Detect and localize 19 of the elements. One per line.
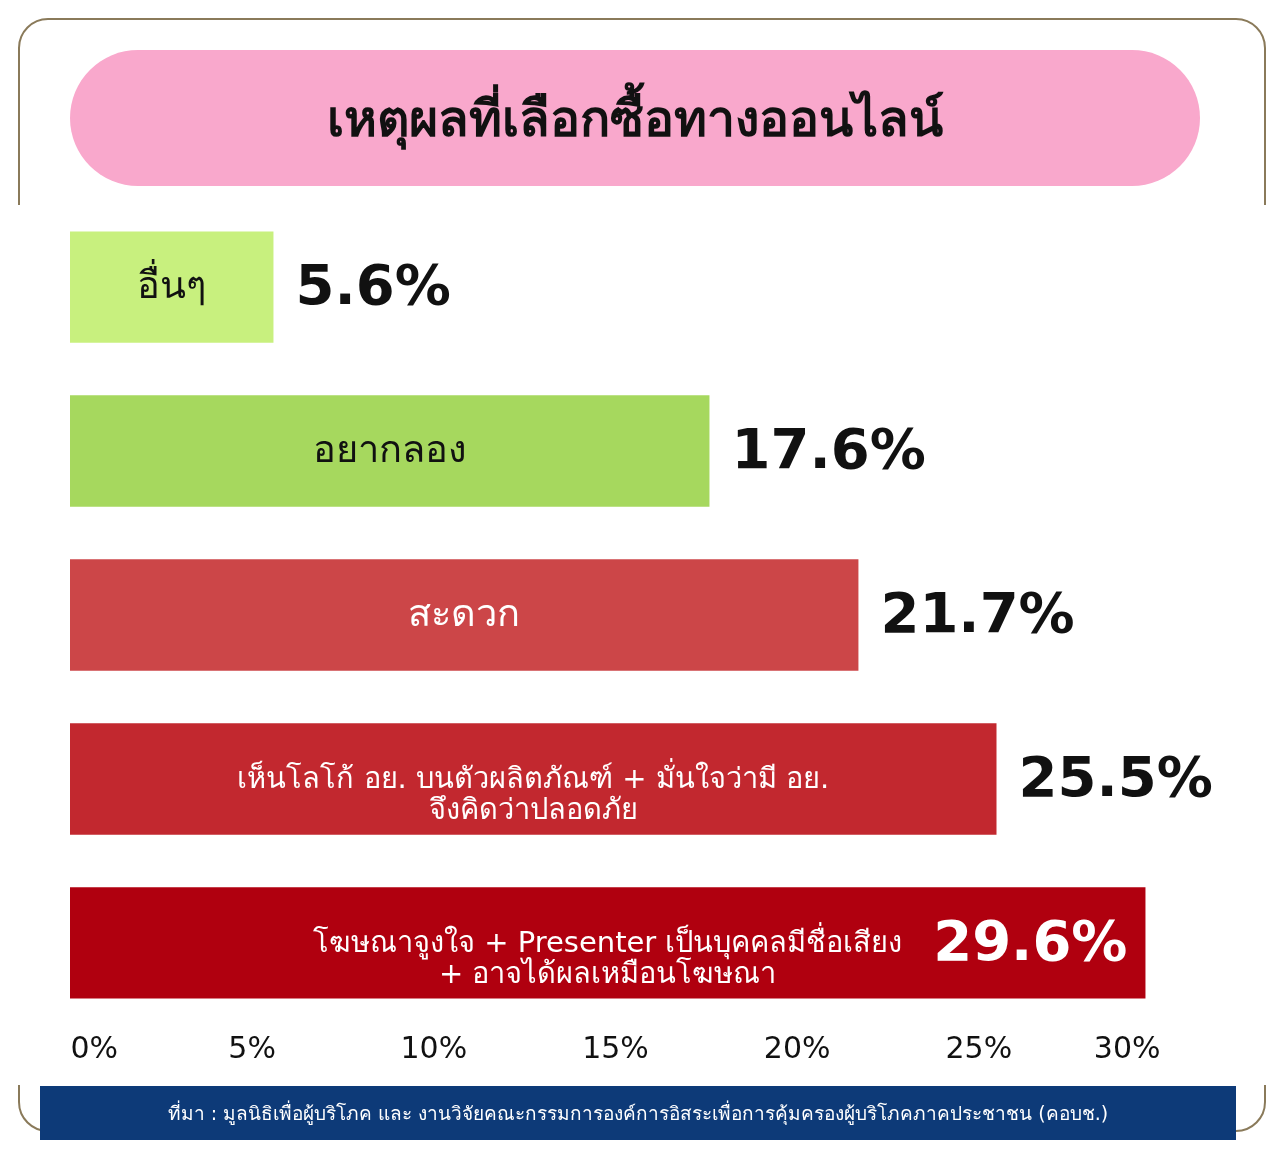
data-label: 21.7% <box>880 580 1075 645</box>
x-tick-label: 5% <box>228 1029 276 1065</box>
data-label: 17.6% <box>731 416 926 482</box>
y-tick-label: อยากลอง <box>312 427 467 472</box>
x-tick-label: 25% <box>945 1029 1013 1065</box>
x-tick-label: 30% <box>1093 1029 1161 1065</box>
x-tick-label: 15% <box>582 1029 649 1065</box>
chart-title: เหตุผลที่เลือกซื้อทางออนไลน์ <box>70 50 1200 186</box>
data-label: 25.5% <box>1018 743 1213 809</box>
x-tick-label: 10% <box>400 1029 468 1065</box>
y-tick-label: สะดวก <box>408 591 521 635</box>
y-tick-label: เห็นโลโก้ อย. บนตัวผลิตภัณฑ์ + มั่นใจว่ามี อย. จึงคิดว่าปลอดภัย <box>237 757 830 826</box>
data-label: 29.6% <box>933 907 1128 973</box>
x-tick-label: 20% <box>763 1029 831 1065</box>
text: ที่มา : มูลนิธิเพื่อผู้บริโภค และ งานวิจัยคณะกรรมการองค์การอิสระเพื่อการคุ้มครองผู้บริโภคภาคประชาชน (คอบช.) <box>40 1086 1236 1140</box>
y-tick-label: โฆษณาจูงใจ + Presenter เป็นบุคคลมีชื่อเสียง + อาจได้ผลเหมือนโฆษณา <box>312 921 903 990</box>
data-label: 5.6% <box>295 252 451 318</box>
x-tick-label: 0% <box>70 1029 119 1065</box>
y-tick-label: อื่นๆ <box>137 259 207 308</box>
